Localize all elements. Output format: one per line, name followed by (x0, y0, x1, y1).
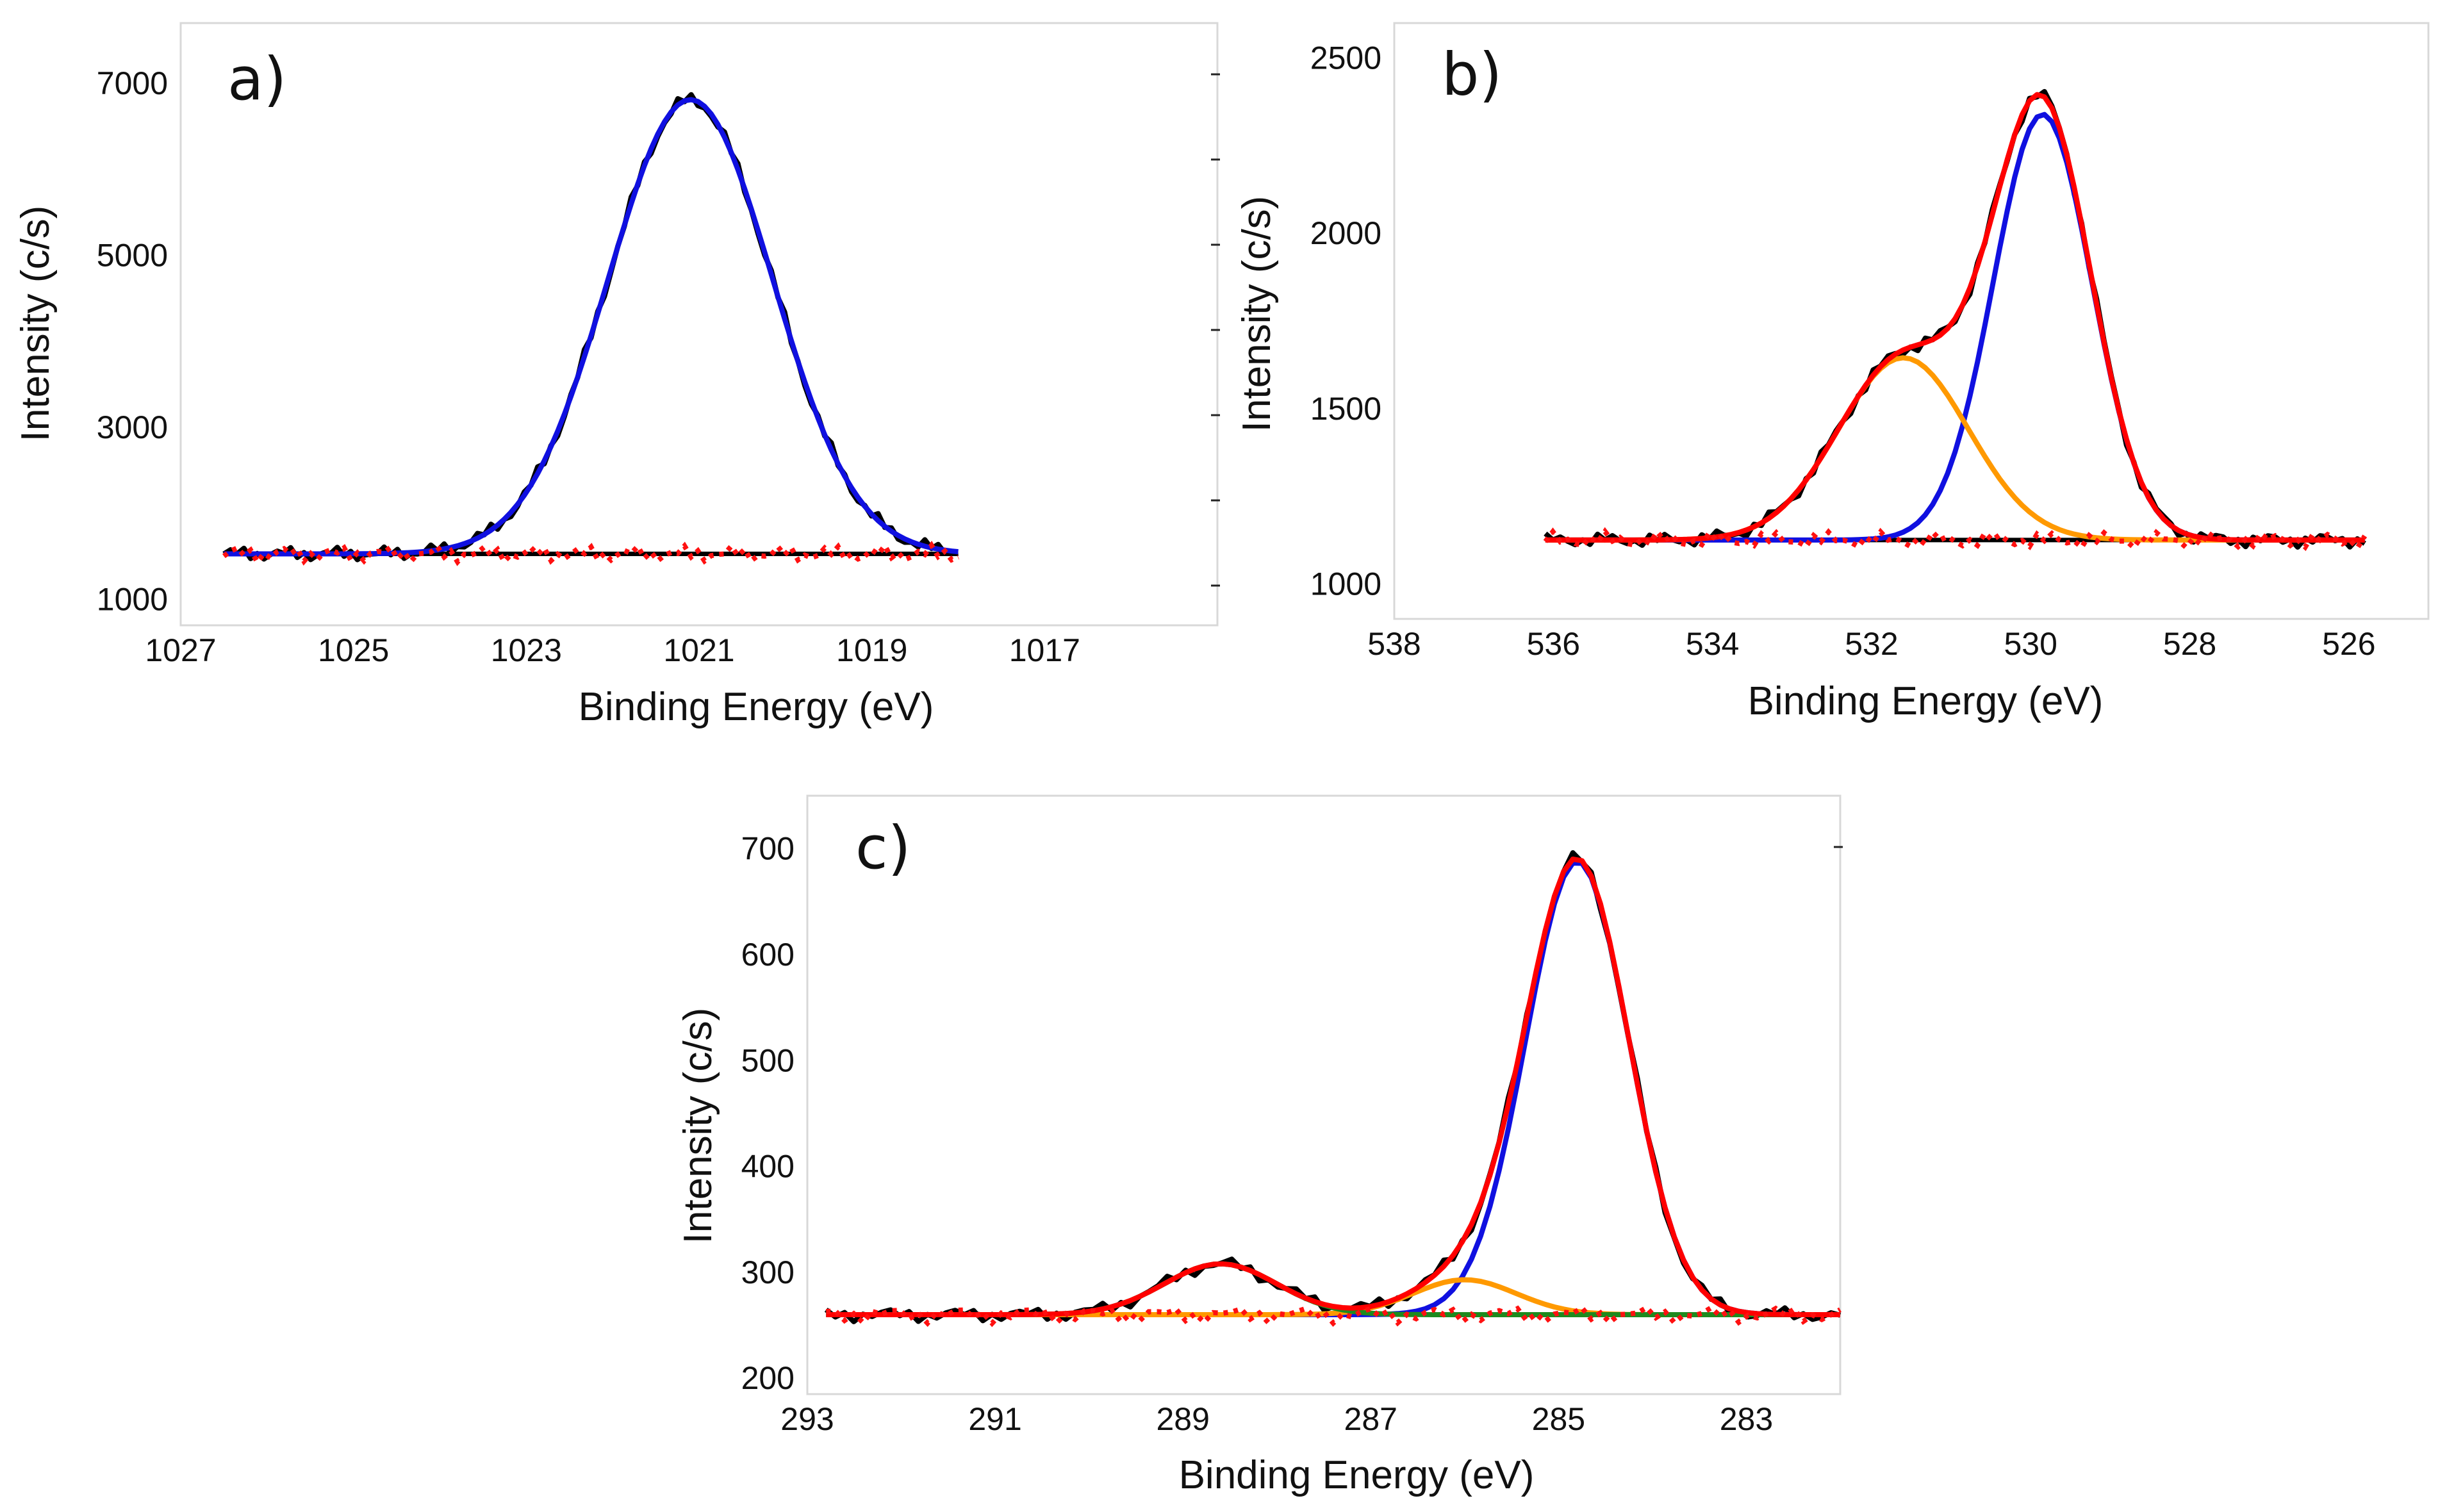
panel-b-x-tick-label: 528 (2163, 626, 2216, 662)
panel-a-y-axis-label: Intensity (c/s) (13, 206, 58, 442)
panel-a-component-fit (224, 97, 959, 557)
panel-c-component-c-c (826, 860, 1840, 1317)
panel-b-y-tick-label: 2000 (1310, 215, 1381, 251)
panel-b-y-tick-label: 1000 (1310, 566, 1381, 602)
panel-b-x-tick-label: 530 (2004, 626, 2057, 662)
panel-a-residual-line (222, 541, 960, 567)
panel-c-label: c) (855, 814, 910, 882)
panel-a-x-axis-label: Binding Energy (eV) (579, 685, 934, 729)
panel-b-x-tick-label: 534 (1686, 626, 1739, 662)
panel-b-x-tick-label: 526 (2322, 626, 2375, 662)
panel-b-label: b) (1442, 40, 1502, 109)
panel-a-frame (179, 22, 1219, 627)
panel-c-residual-line (826, 1304, 1841, 1327)
panel-b-y-tick-label: 2500 (1310, 40, 1381, 76)
panel-a-label: a) (227, 45, 286, 113)
panel-c-x-tick-label: 287 (1344, 1401, 1397, 1437)
panel-a-y-tick-label: 7000 (97, 65, 168, 101)
panel-a-y-tick-label: 1000 (97, 582, 168, 618)
panel-a-plot-area (222, 92, 960, 567)
panel-c-y-tick-label: 700 (741, 831, 795, 867)
panel-b-x-tick-label: 538 (1367, 626, 1421, 662)
panel-a-x-tick-label: 1021 (663, 632, 734, 668)
panel-c-x-tick-label: 291 (968, 1401, 1021, 1437)
panel-a-x-tick-label: 1017 (1009, 632, 1080, 668)
panel-a-y-tick-label: 3000 (97, 409, 168, 445)
panel-b-ticks: 538 536 534 532 530 528 526 1000 1500 2000 2500 (1310, 40, 2376, 662)
panel-c-y-tick-label: 500 (741, 1042, 795, 1078)
panel-a-x-tick-label: 1027 (145, 632, 216, 668)
panel-a-y-tick-label: 5000 (97, 238, 168, 274)
panel-b-y-axis-label: Intensity (c/s) (1235, 196, 1279, 432)
panel-b-x-axis-label: Binding Energy (eV) (1748, 679, 2104, 723)
panel-a-x-tick-label: 1025 (318, 632, 389, 668)
panel-c-x-tick-label: 293 (780, 1401, 834, 1437)
panel-b-x-tick-label: 536 (1527, 626, 1580, 662)
panel-a-x-tick-label: 1023 (491, 632, 562, 668)
panel-c-x-tick-label: 283 (1720, 1401, 1773, 1437)
panel-b-residual-line (1543, 527, 2368, 552)
panel-b-plot-area (1543, 88, 2368, 552)
panel-c-ticks: 293 291 289 287 285 283 200 300 400 500 600 700 (741, 831, 1843, 1437)
panel-b-envelope-line (1545, 92, 2365, 543)
panel-a-x-tick-label: 1019 (836, 632, 907, 668)
panel-c-x-axis-label: Binding Energy (eV) (1179, 1453, 1535, 1497)
panel-b-component-o-lattice (1545, 111, 2365, 543)
panel-c-y-tick-label: 200 (741, 1360, 795, 1396)
panel-c-envelope-line (826, 857, 1840, 1317)
panel-a-ticks: 1027 1025 1023 1021 1019 1017 1000 3000 5000 7000 (97, 65, 1220, 668)
panel-c-x-tick-label: 285 (1532, 1401, 1585, 1437)
panel-c-plot-area (824, 850, 1841, 1327)
panel-c-raw-data-line (824, 850, 1841, 1324)
panel-c-y-tick-label: 300 (741, 1254, 795, 1290)
panel-b-frame (1393, 22, 2430, 620)
panel-b-x-tick-label: 532 (1845, 626, 1898, 662)
panel-c-y-axis-label: Intensity (c/s) (676, 1008, 720, 1244)
panel-a: 1027 1025 1023 1021 1019 1017 1000 3000 5000 7000… (13, 22, 1220, 729)
panel-c-x-tick-label: 289 (1156, 1401, 1209, 1437)
panel-c-frame (806, 794, 1841, 1395)
panel-b-y-tick-label: 1500 (1310, 391, 1381, 427)
panel-b: 538 536 534 532 530 528 526 1000 1500 2000 2500 b)… (1235, 22, 2430, 723)
panel-c-y-tick-label: 600 (741, 937, 795, 973)
panel-c-y-tick-label: 400 (741, 1149, 795, 1185)
